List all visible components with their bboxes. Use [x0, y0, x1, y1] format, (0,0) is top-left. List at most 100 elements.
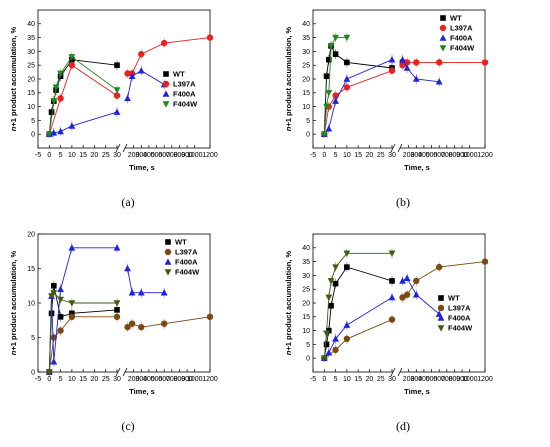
data-point-F404W: [113, 300, 121, 307]
series-line-L397A: [48, 64, 118, 135]
data-point-L397A: [68, 313, 76, 320]
data-point-F400A: [388, 56, 396, 63]
legend-label-L397A: L397A: [450, 24, 473, 33]
x-axis-label: Time, s: [404, 163, 430, 172]
data-point-L397A: [332, 346, 339, 354]
x-tick-label: 700: [441, 376, 453, 383]
data-point-L397A: [481, 59, 489, 66]
data-point-L397A: [388, 316, 396, 323]
x-tick-label: 1200: [477, 376, 493, 383]
data-point-F400A: [50, 358, 58, 365]
y-tick-label: 30: [302, 273, 310, 280]
data-point-F400A: [412, 75, 420, 82]
y-tick-label: 0: [306, 356, 310, 363]
data-point-L397A: [113, 313, 121, 320]
data-point-F400A: [113, 244, 121, 251]
data-point-L397A: [413, 277, 420, 285]
y-tick-label: 10: [27, 104, 35, 111]
y-axis-label: n+1 product accumulation, %: [284, 26, 293, 131]
panel-label: (c): [121, 419, 134, 433]
x-tick-label: 5: [334, 376, 338, 383]
x-tick-label: 700: [166, 376, 178, 383]
y-tick-label: 0: [31, 369, 35, 376]
x-tick-label: 25: [377, 152, 385, 159]
y-tick-label: 40: [27, 21, 35, 28]
x-tick-label: 500: [151, 152, 163, 159]
x-tick-label: 5: [59, 152, 63, 159]
legend-label-F404W: F404W: [175, 268, 200, 277]
data-point-F404W: [52, 84, 60, 91]
x-tick-label: 10: [343, 152, 351, 159]
x-tick-label: -5: [310, 376, 316, 383]
data-point-F404W: [323, 330, 330, 337]
x-tick-label: 200: [128, 152, 140, 159]
data-point-WT: [48, 310, 55, 317]
y-tick-label: 0: [31, 132, 35, 139]
axis-break-mark: [122, 367, 128, 377]
data-point-F400A: [403, 64, 411, 71]
y-tick-label: 25: [27, 63, 35, 70]
panel-label: (d): [396, 419, 410, 433]
x-tick-label: 30: [113, 376, 121, 383]
x-tick-label: 300: [410, 152, 422, 159]
x-tick-label: 600: [158, 376, 170, 383]
data-point-F400A: [399, 277, 406, 284]
series-line-L397A: [48, 316, 117, 373]
data-point-F400A: [403, 274, 411, 281]
x-tick-label: 1000: [462, 376, 478, 383]
data-point-L397A: [343, 335, 351, 343]
y-tick-label: 15: [27, 90, 35, 97]
legend-marker-F404W: [439, 45, 447, 52]
data-point-L397A: [57, 327, 64, 334]
axis-break-mark: [122, 143, 128, 153]
data-point-F400A: [57, 127, 64, 135]
axis-break-mark: [390, 367, 396, 377]
series-line-F400A: [402, 59, 440, 83]
data-point-F400A: [399, 56, 406, 63]
data-point-WT: [344, 264, 350, 270]
data-point-L397A: [124, 70, 131, 77]
x-tick-label: 300: [135, 152, 147, 159]
y-tick-label: 10: [302, 328, 310, 335]
data-point-L397A: [128, 320, 136, 327]
x-tick-label: 500: [426, 376, 438, 383]
y-tick-label: 40: [302, 21, 310, 28]
legend-label-WT: WT: [173, 70, 185, 79]
data-point-F400A: [68, 122, 76, 129]
legend-marker-L397A: [164, 248, 172, 256]
x-tick-label: 400: [143, 152, 155, 159]
data-point-L397A: [206, 313, 214, 320]
data-point-L397A: [124, 323, 131, 331]
y-tick-label: 20: [27, 231, 35, 238]
x-tick-label: 900: [456, 376, 468, 383]
x-tick-label: 900: [181, 152, 193, 159]
x-tick-label: 900: [181, 376, 193, 383]
y-tick-label: 5: [31, 118, 35, 125]
axis-break-mask: [118, 368, 125, 376]
legend-label-WT: WT: [448, 294, 460, 303]
data-point-F404W: [320, 355, 328, 362]
legend-label-F404W: F404W: [173, 100, 198, 109]
series-line-F400A: [127, 70, 165, 99]
y-axis-label: n+1 product accumulation, %: [9, 26, 18, 131]
panel-label: (a): [121, 195, 134, 209]
x-tick-label: 500: [151, 376, 163, 383]
data-point-F404W: [320, 131, 328, 138]
data-point-L397A: [206, 34, 214, 41]
data-point-F404W: [388, 250, 396, 257]
x-tick-label: 400: [418, 376, 430, 383]
axis-break-mark: [115, 367, 121, 377]
y-tick-label: 30: [302, 49, 310, 56]
legend-label-F400A: F400A: [450, 34, 473, 43]
y-tick-label: 15: [27, 266, 35, 273]
y-tick-label: 35: [302, 259, 310, 266]
axis-break-mask: [393, 368, 400, 376]
data-point-F400A: [124, 94, 131, 102]
data-point-F400A: [137, 289, 145, 296]
x-tick-label: 30: [388, 376, 396, 383]
x-tick-label: 30: [113, 152, 121, 159]
data-point-L397A: [160, 39, 168, 47]
data-point-WT: [332, 280, 339, 287]
x-tick-label: 900: [456, 152, 468, 159]
